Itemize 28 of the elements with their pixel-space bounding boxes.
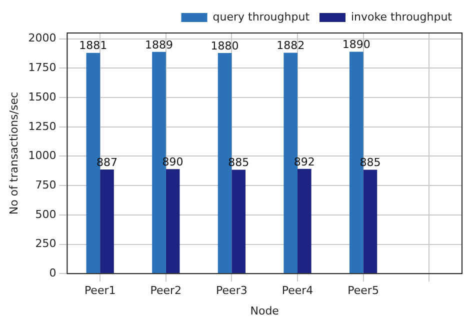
bar — [232, 170, 246, 274]
data-label: 1890 — [342, 38, 370, 52]
x-tick-label: Peer2 — [150, 284, 182, 298]
y-tick-label: 500 — [35, 208, 56, 221]
x-axis-title: Node — [250, 304, 280, 318]
bar — [363, 170, 378, 274]
bar — [100, 169, 114, 274]
y-tick-label: 1750 — [28, 61, 56, 74]
y-tick-label: 1500 — [28, 90, 56, 104]
data-label: 1881 — [79, 39, 108, 52]
y-tick-label: 1250 — [28, 120, 56, 133]
data-label: 1880 — [210, 39, 239, 52]
y-tick-label: 2000 — [28, 32, 56, 45]
x-tick-label: Peer3 — [216, 284, 248, 298]
x-tick-label: Peer5 — [348, 284, 379, 298]
y-tick-label: 0 — [49, 266, 56, 280]
y-tick-label: 250 — [35, 237, 56, 250]
data-label: 1889 — [144, 38, 173, 52]
y-tick-label: 750 — [35, 178, 56, 192]
data-label: 1882 — [276, 39, 305, 52]
y-tick-label: 1000 — [28, 149, 56, 162]
legend-label: invoke throughput — [351, 10, 453, 24]
legend-label: query throughput — [212, 10, 310, 24]
bar — [298, 168, 312, 274]
x-tick-label: Peer4 — [282, 284, 314, 298]
y-axis-title: No of transactions/sec — [7, 92, 20, 215]
x-tick-label: Peer1 — [84, 284, 116, 298]
bar — [166, 169, 180, 274]
